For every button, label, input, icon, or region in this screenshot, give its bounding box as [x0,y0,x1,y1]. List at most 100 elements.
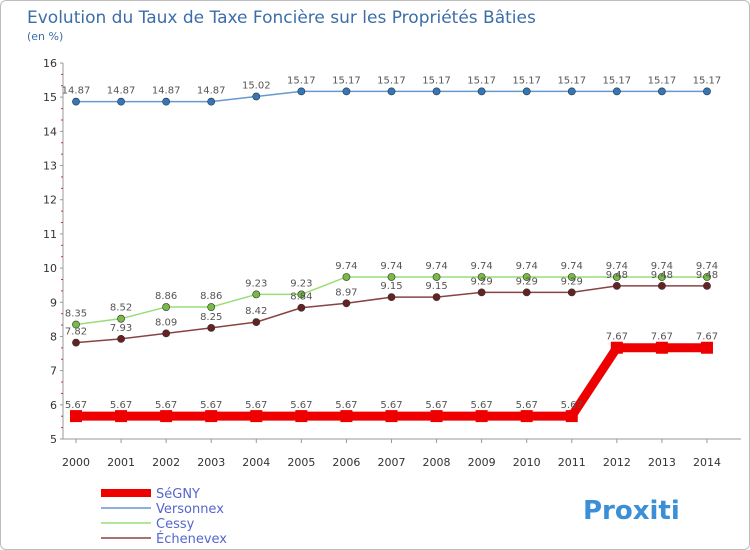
data-label--chenevex: 7.82 [65,327,87,338]
point-cessy [297,290,306,299]
data-label-versonnex: 15.17 [648,75,677,86]
point-cessy [522,273,531,281]
data-label--chenevex: 8.25 [200,312,222,323]
point-cessy [612,273,621,281]
point--chenevex [477,288,486,297]
point-s-gny [430,410,443,423]
series-layer [70,87,713,423]
y-tick-label: 16 [43,57,57,70]
y-tick-label: 14 [43,125,57,138]
point-s-gny [610,341,623,354]
proxiti-logo: Proxiti [583,496,680,526]
point-versonnex [387,87,396,96]
point--chenevex [297,303,306,312]
point-versonnex [522,87,531,96]
point-cessy [117,314,125,323]
data-label--chenevex: 9.29 [516,276,538,287]
logo-text: Proxiti [583,496,680,526]
point-cessy [658,273,666,281]
y-tick-label: 12 [43,194,57,207]
x-tick-label: 2010 [513,456,541,469]
data-label-cessy: 9.74 [606,261,628,272]
data-label-s-gny: 5.67 [155,400,177,411]
data-label--chenevex: 9.29 [470,276,492,287]
data-label--chenevex: 9.15 [380,281,402,292]
point-versonnex [432,87,441,96]
y-tick-label: 10 [43,262,57,275]
point-s-gny [70,410,82,423]
data-label-cessy: 9.74 [380,261,402,272]
y-tick-label: 7 [50,365,57,378]
chart-subtitle: (en %) [27,30,63,43]
point-versonnex [342,87,351,96]
data-label-versonnex: 15.17 [557,75,586,86]
data-label-versonnex: 14.87 [152,86,181,97]
point--chenevex [162,329,171,338]
x-tick-label: 2003 [197,456,225,469]
data-label-cessy: 8.52 [110,303,132,314]
point--chenevex [522,288,531,297]
x-tick-label: 2000 [62,456,90,469]
data-label-versonnex: 14.87 [107,86,136,97]
x-tick-label: 2011 [558,456,586,469]
point--chenevex [252,318,261,326]
data-label-s-gny: 5.67 [200,400,222,411]
data-label-s-gny: 5.67 [245,400,267,411]
point--chenevex [342,299,351,308]
x-tick-label: 2004 [242,456,270,469]
data-label-s-gny: 7.67 [696,332,718,343]
point-cessy [432,273,441,281]
data-label-cessy: 9.23 [245,278,267,289]
data-label--chenevex: 8.42 [245,306,267,317]
data-label-cessy: 9.74 [470,261,492,272]
data-label-versonnex: 14.87 [197,86,226,97]
data-label--chenevex: 8.84 [290,292,312,303]
data-label-cessy: 8.86 [200,291,222,302]
data-label-versonnex: 15.17 [467,75,496,86]
data-label-s-gny: 7.67 [606,332,628,343]
point-versonnex [703,87,711,96]
data-label-versonnex: 15.17 [603,75,632,86]
point-s-gny [160,410,173,423]
point-cessy [162,303,171,311]
data-label-versonnex: 15.17 [287,75,316,86]
data-label-cessy: 8.86 [155,291,177,302]
point-s-gny [340,410,353,423]
point-s-gny [115,410,128,423]
point-versonnex [117,97,125,106]
axes [62,63,741,440]
point-versonnex [207,97,216,106]
data-label--chenevex: 9.15 [425,281,447,292]
data-label--chenevex: 8.97 [335,287,357,298]
point-s-gny [385,410,398,423]
data-label--chenevex: 9.48 [696,270,718,281]
x-tick-label: 2001 [107,456,135,469]
point-cessy [567,273,576,281]
point-cessy [207,303,216,311]
data-label-s-gny: 5.67 [470,400,492,411]
chart-title: Evolution du Taux de Taxe Foncière sur l… [27,8,536,28]
x-tick-label: 2006 [332,456,360,469]
data-label-s-gny: 5.67 [335,400,357,411]
data-label-s-gny: 5.67 [516,400,538,411]
x-tick-label: 2012 [603,456,631,469]
data-label-cessy: 9.74 [561,261,583,272]
data-label--chenevex: 7.93 [110,323,132,334]
point--chenevex [207,324,216,332]
point--chenevex [432,293,441,302]
data-label-versonnex: 15.17 [693,75,722,86]
legend-label-cessy: Cessy [156,517,195,532]
y-tick-label: 9 [50,296,57,309]
x-tick-label: 2009 [468,456,496,469]
data-label-s-gny: 7.67 [651,332,673,343]
point-versonnex [567,87,576,96]
data-label-s-gny: 5.67 [110,400,132,411]
point-versonnex [612,87,621,96]
data-label--chenevex: 9.29 [561,276,583,287]
data-label-versonnex: 15.17 [512,75,541,86]
data-label-cessy: 9.74 [335,261,357,272]
x-tick-label: 2005 [287,456,315,469]
